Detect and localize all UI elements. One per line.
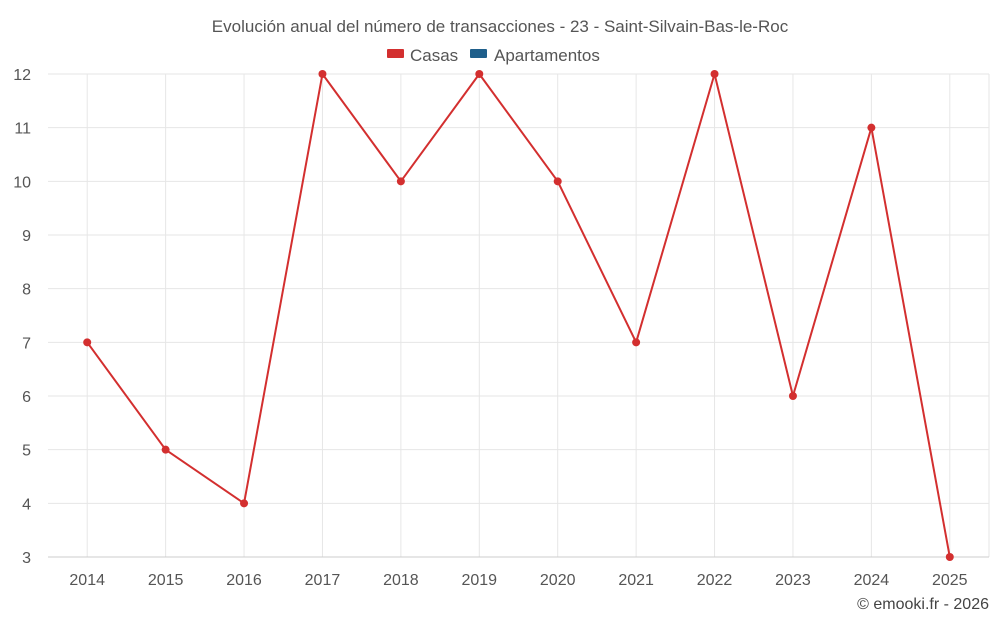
x-axis-ticks: 2014 2015 2016 2017 2018 2019 2020 2021 2022 2023… bbox=[69, 572, 967, 589]
y-tick-label: 12 bbox=[13, 67, 31, 84]
y-tick-label: 6 bbox=[22, 389, 31, 406]
legend-swatch-casas bbox=[387, 49, 404, 58]
legend-label-casas: Casas bbox=[410, 46, 458, 65]
x-tick-label: 2025 bbox=[932, 572, 968, 589]
y-tick-label: 8 bbox=[22, 282, 31, 299]
series-casas bbox=[83, 70, 954, 561]
x-tick-label: 2021 bbox=[618, 572, 654, 589]
data-point-2023[interactable] bbox=[788, 392, 797, 400]
copyright-credit: © emooki.fr - 2026 bbox=[857, 596, 989, 613]
legend-label-apartamentos: Apartamentos bbox=[494, 46, 600, 65]
x-tick-label: 2024 bbox=[854, 572, 890, 589]
data-point-2015[interactable] bbox=[161, 445, 170, 454]
legend-item-apartamentos[interactable]: Apartamentos bbox=[470, 46, 600, 65]
data-point-2019[interactable] bbox=[475, 70, 484, 78]
data-point-2022[interactable] bbox=[710, 70, 719, 78]
y-tick-label: 11 bbox=[14, 121, 31, 138]
data-point-2018[interactable] bbox=[396, 177, 405, 186]
x-tick-label: 2017 bbox=[305, 572, 341, 589]
legend-swatch-apartamentos bbox=[470, 49, 487, 58]
x-tick-label: 2019 bbox=[461, 572, 497, 589]
x-tick-label: 2020 bbox=[540, 572, 576, 589]
chart-title: Evolución anual del número de transaccio… bbox=[212, 17, 789, 36]
x-tick-label: 2015 bbox=[148, 572, 184, 589]
data-point-2021[interactable] bbox=[632, 338, 641, 347]
y-tick-label: 4 bbox=[22, 496, 31, 513]
data-point-2024[interactable] bbox=[867, 123, 876, 132]
y-tick-label: 10 bbox=[13, 174, 31, 191]
series-line-casas bbox=[86, 73, 951, 558]
data-point-2016[interactable] bbox=[240, 499, 249, 508]
legend: Casas Apartamentos bbox=[387, 46, 600, 65]
x-tick-label: 2023 bbox=[775, 572, 811, 589]
data-point-2025[interactable] bbox=[945, 553, 954, 561]
x-tick-label: 2014 bbox=[69, 572, 105, 589]
data-point-2017[interactable] bbox=[318, 70, 327, 78]
data-point-2020[interactable] bbox=[553, 177, 562, 186]
data-point-2014[interactable] bbox=[83, 338, 92, 347]
y-tick-label: 3 bbox=[22, 550, 31, 567]
y-tick-label: 5 bbox=[22, 443, 31, 460]
y-tick-label: 7 bbox=[22, 335, 31, 352]
y-tick-label: 9 bbox=[22, 228, 31, 245]
y-axis-ticks: 3 4 5 6 7 8 9 10 11 12 bbox=[13, 67, 31, 567]
x-tick-label: 2022 bbox=[697, 572, 733, 589]
legend-item-casas[interactable]: Casas bbox=[387, 46, 458, 65]
x-tick-label: 2018 bbox=[383, 572, 419, 589]
grid bbox=[48, 73, 990, 557]
x-tick-label: 2016 bbox=[226, 572, 262, 589]
